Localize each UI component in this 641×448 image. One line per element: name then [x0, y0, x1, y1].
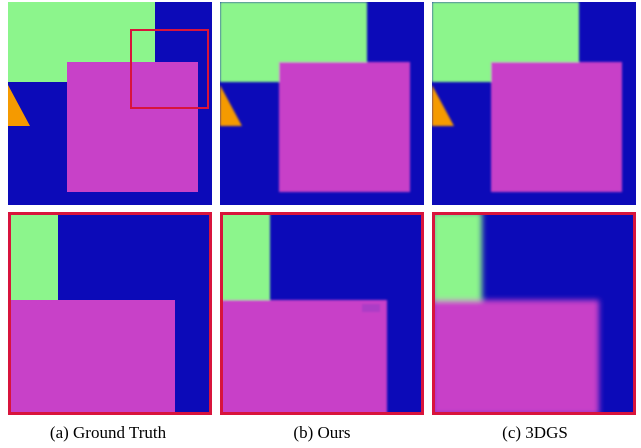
panel-ground-truth — [8, 2, 212, 415]
caption: (a) Ground Truth — [50, 423, 167, 442]
panel-ours — [220, 2, 424, 415]
panel-3dgs — [432, 2, 636, 415]
caption: (c) 3DGS — [502, 423, 568, 442]
figure: (a) Ground Truth (b) Ours (c) 3DGS — [0, 0, 641, 448]
caption: (b) Ours — [293, 423, 350, 442]
